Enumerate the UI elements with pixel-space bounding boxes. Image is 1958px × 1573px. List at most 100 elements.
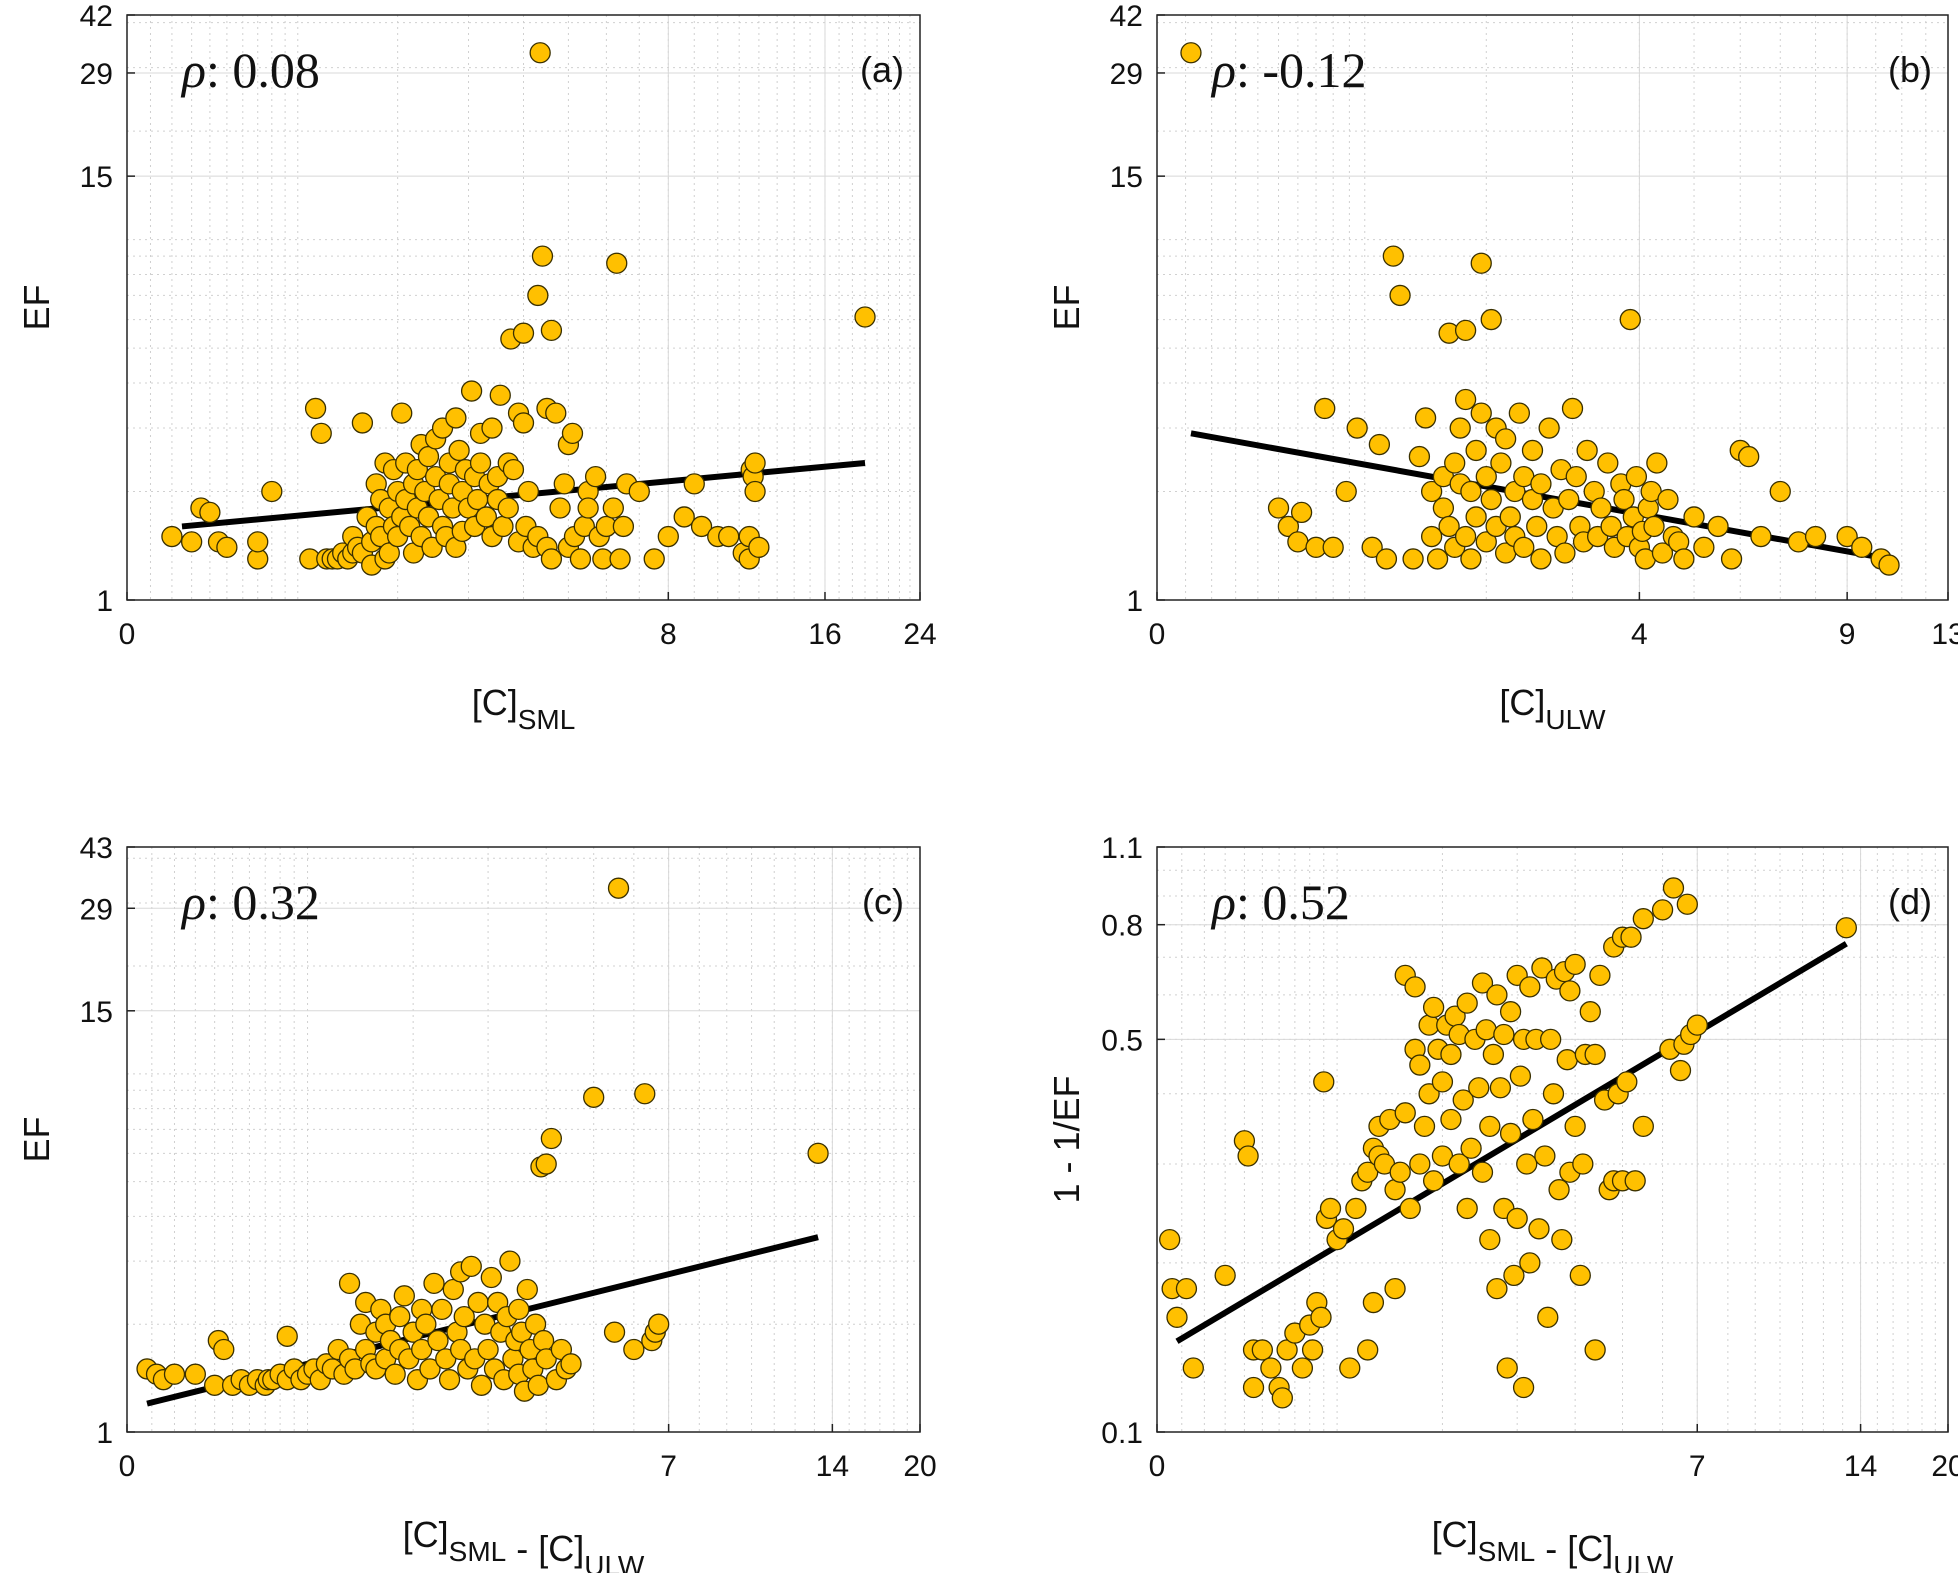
rho-annotation: ρ: 0.52 xyxy=(1210,874,1350,930)
data-point xyxy=(744,452,766,474)
data-point xyxy=(384,1363,406,1385)
data-point xyxy=(1394,1102,1416,1124)
data-point xyxy=(1291,1357,1314,1379)
data-point xyxy=(549,497,571,519)
data-point xyxy=(1738,445,1760,468)
rho-symbol: ρ xyxy=(1210,874,1236,930)
data-point xyxy=(1486,1277,1508,1300)
data-point xyxy=(1319,1197,1342,1220)
data-point xyxy=(1530,473,1552,495)
data-point xyxy=(657,525,679,548)
data-point xyxy=(1166,1306,1188,1328)
data-points xyxy=(1159,877,1857,1409)
x-label-subscript: SML xyxy=(449,1536,507,1567)
x-axis-label: [C]SML - [C]ULW xyxy=(403,1514,645,1573)
panel-d: 0 7 14 20 0.1 0.5 0.8 1.1 ρ: 0.52 (d) 1 - 1/EF [C]S… xyxy=(1046,832,1958,1573)
data-point xyxy=(1432,497,1455,519)
data-point xyxy=(634,1083,656,1105)
data-point xyxy=(1531,957,1553,979)
data-point xyxy=(1180,42,1202,64)
data-point xyxy=(1404,976,1426,998)
data-point xyxy=(1426,548,1449,570)
y-tick-label: 15 xyxy=(80,161,113,194)
data-point xyxy=(1444,452,1466,474)
data-point xyxy=(1409,1153,1431,1175)
rho-value: : 0.52 xyxy=(1236,874,1350,930)
data-point xyxy=(1362,1291,1385,1314)
y-tick-label: 1 xyxy=(96,585,113,618)
data-point xyxy=(1454,388,1477,411)
data-point xyxy=(1452,1089,1474,1111)
data-point xyxy=(489,384,511,406)
y-tick-label: 29 xyxy=(1110,58,1143,91)
data-point xyxy=(577,497,599,519)
data-point xyxy=(1836,525,1858,548)
rho-value: : 0.32 xyxy=(206,874,320,930)
data-point xyxy=(499,1250,521,1272)
data-point xyxy=(690,515,713,538)
data-point xyxy=(163,1363,186,1385)
data-point xyxy=(1651,542,1674,564)
data-point xyxy=(423,1272,445,1295)
data-point xyxy=(1519,976,1541,998)
data-point xyxy=(1237,1145,1259,1167)
data-point xyxy=(1584,1339,1606,1361)
data-point xyxy=(1878,554,1900,576)
data-point xyxy=(1499,506,1521,528)
rho-symbol: ρ xyxy=(1210,42,1236,98)
data-point xyxy=(1542,1083,1565,1105)
data-point xyxy=(1499,1122,1522,1145)
data-point xyxy=(1499,1001,1522,1023)
data-point xyxy=(1548,1179,1570,1201)
data-point xyxy=(1339,1357,1361,1379)
data-point xyxy=(1620,926,1642,948)
data-point xyxy=(1512,1376,1535,1399)
data-point xyxy=(628,480,650,503)
data-point xyxy=(535,1348,557,1370)
data-point xyxy=(1565,465,1587,488)
data-point xyxy=(1750,525,1772,548)
data-point xyxy=(540,548,563,570)
data-point xyxy=(1584,1043,1606,1066)
data-point xyxy=(216,536,238,558)
data-point xyxy=(1516,1153,1538,1175)
data-point xyxy=(1651,899,1674,921)
data-point xyxy=(1522,1108,1544,1131)
y-tick-label: 15 xyxy=(80,996,113,1029)
data-point xyxy=(338,1272,361,1295)
axes-frame xyxy=(126,846,921,1433)
data-point xyxy=(1456,1197,1478,1220)
data-point xyxy=(1490,452,1512,474)
data-point xyxy=(1482,1043,1505,1066)
data-point xyxy=(512,412,535,434)
x-axis-label: [C]ULW xyxy=(1499,682,1606,735)
data-point xyxy=(1686,1014,1708,1036)
data-point xyxy=(807,1142,829,1164)
data-point xyxy=(1251,1339,1273,1361)
data-point xyxy=(417,445,440,468)
data-point xyxy=(475,506,497,528)
data-point xyxy=(261,480,283,503)
data-point xyxy=(609,548,631,570)
data-point xyxy=(1707,515,1729,538)
x-tick-label: 0 xyxy=(1149,1450,1166,1483)
panel-label: (b) xyxy=(1888,49,1932,90)
y-tick-label: 0.1 xyxy=(1101,1417,1143,1450)
data-point xyxy=(161,525,183,548)
data-point xyxy=(1480,488,1502,511)
data-point xyxy=(1310,1306,1332,1328)
data-point xyxy=(1597,452,1619,474)
x-label-text: [C] xyxy=(403,1514,449,1555)
data-point xyxy=(1475,1019,1497,1041)
data-point xyxy=(180,531,203,553)
data-point xyxy=(1357,1339,1379,1361)
data-point xyxy=(545,402,567,424)
y-tick-label: 0.8 xyxy=(1101,910,1143,943)
x-label-text: [C] xyxy=(1432,1514,1478,1555)
data-point xyxy=(1414,407,1437,429)
data-point xyxy=(1619,308,1641,331)
data-point xyxy=(427,1329,449,1352)
data-point xyxy=(584,465,607,488)
data-point xyxy=(1402,548,1424,570)
rho-annotation: ρ: 0.32 xyxy=(180,874,320,930)
